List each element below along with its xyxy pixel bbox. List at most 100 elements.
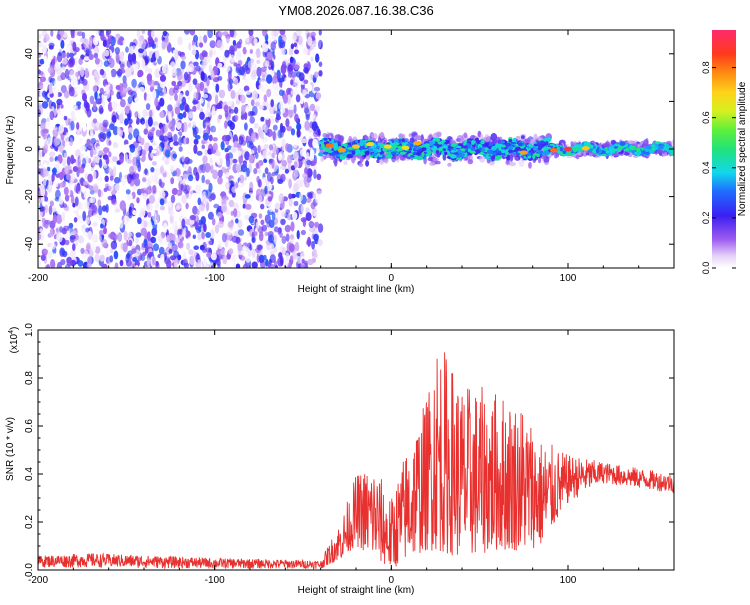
- noise-blob: [186, 193, 192, 199]
- noise-blob: [142, 109, 147, 118]
- signal-core: [323, 138, 327, 141]
- noise-blob: [197, 151, 203, 156]
- noise-blob: [290, 221, 294, 231]
- signal-halo: [538, 158, 541, 163]
- noise-blob: [316, 92, 322, 99]
- noise-blob: [225, 111, 229, 118]
- noise-blob: [89, 185, 94, 190]
- signal-core: [376, 146, 380, 148]
- noise-blob: [102, 120, 108, 128]
- noise-blob: [280, 28, 286, 35]
- signal-core: [451, 144, 457, 147]
- noise-blob: [103, 154, 109, 159]
- noise-blob: [185, 90, 189, 96]
- signal-halo: [359, 163, 364, 167]
- signal-core: [485, 156, 491, 159]
- signal-core: [433, 146, 437, 151]
- signal-core: [614, 149, 621, 152]
- noise-blob: [84, 100, 88, 108]
- noise-blob: [224, 120, 228, 129]
- noise-blob: [269, 264, 275, 270]
- signal-core: [560, 147, 563, 152]
- noise-blob: [303, 48, 308, 55]
- noise-blob: [100, 224, 104, 229]
- noise-blob: [278, 35, 282, 44]
- noise-blob: [56, 208, 60, 214]
- noise-blob: [168, 113, 173, 122]
- signal-core: [506, 152, 509, 155]
- signal-halo: [380, 159, 384, 164]
- noise-blob: [279, 103, 284, 110]
- noise-blob: [251, 99, 255, 106]
- noise-blob: [262, 43, 268, 52]
- noise-blob: [154, 37, 158, 42]
- noise-blob: [145, 65, 149, 73]
- signal-halo: [432, 158, 439, 161]
- noise-blob: [152, 256, 156, 265]
- noise-blob: [106, 28, 111, 35]
- noise-blob: [64, 116, 67, 121]
- noise-blob: [188, 175, 193, 182]
- noise-blob: [173, 141, 179, 146]
- noise-blob: [99, 159, 102, 168]
- noise-blob: [193, 144, 197, 154]
- x-tick-label: 100: [560, 273, 577, 284]
- noise-blob: [101, 239, 107, 248]
- noise-blob: [144, 56, 149, 64]
- noise-blob: [159, 98, 164, 107]
- noise-blob: [275, 265, 278, 270]
- noise-blob: [52, 207, 56, 213]
- noise-blob: [192, 100, 198, 104]
- signal-core: [450, 154, 456, 158]
- noise-blob: [72, 203, 75, 208]
- noise-blob: [166, 259, 171, 269]
- noise-blob: [263, 150, 267, 158]
- noise-blob: [89, 197, 95, 203]
- noise-blob: [190, 215, 196, 220]
- signal-core: [436, 138, 440, 142]
- noise-blob: [111, 241, 117, 250]
- noise-blob: [235, 218, 239, 223]
- noise-blob: [304, 121, 309, 131]
- noise-blob: [251, 250, 257, 259]
- noise-blob: [71, 111, 75, 118]
- noise-blob: [99, 135, 105, 142]
- noise-blob: [44, 144, 48, 154]
- noise-blob: [82, 186, 86, 193]
- noise-blob: [315, 196, 320, 203]
- noise-blob: [52, 168, 57, 174]
- signal-core: [538, 150, 542, 154]
- signal-peak: [520, 150, 528, 154]
- noise-blob: [125, 153, 128, 163]
- signal-core: [596, 148, 599, 153]
- noise-blob: [205, 121, 211, 127]
- noise-blob: [314, 72, 319, 78]
- noise-blob: [142, 177, 146, 182]
- noise-blob: [190, 146, 193, 154]
- noise-blob: [62, 58, 68, 64]
- signal-core: [578, 149, 581, 152]
- figure-title: YM08.2026.087.16.38.C36: [278, 3, 433, 18]
- signal-core: [539, 141, 545, 145]
- noise-blob: [148, 68, 152, 74]
- noise-blob: [248, 28, 253, 36]
- noise-blob: [165, 149, 171, 157]
- noise-blob: [251, 237, 255, 243]
- noise-blob: [44, 205, 48, 214]
- noise-blob: [245, 79, 250, 85]
- noise-blob: [290, 234, 294, 240]
- noise-blob: [102, 205, 107, 211]
- noise-blob: [269, 106, 274, 114]
- signal-core: [333, 143, 338, 148]
- noise-blob: [160, 191, 166, 199]
- signal-core: [393, 142, 399, 145]
- noise-blob: [92, 244, 96, 252]
- noise-blob: [152, 161, 157, 165]
- signal-core: [443, 148, 446, 151]
- noise-blob: [69, 87, 75, 97]
- noise-blob: [124, 231, 128, 241]
- noise-blob: [110, 176, 114, 181]
- noise-blob: [201, 175, 205, 183]
- noise-blob: [287, 214, 291, 221]
